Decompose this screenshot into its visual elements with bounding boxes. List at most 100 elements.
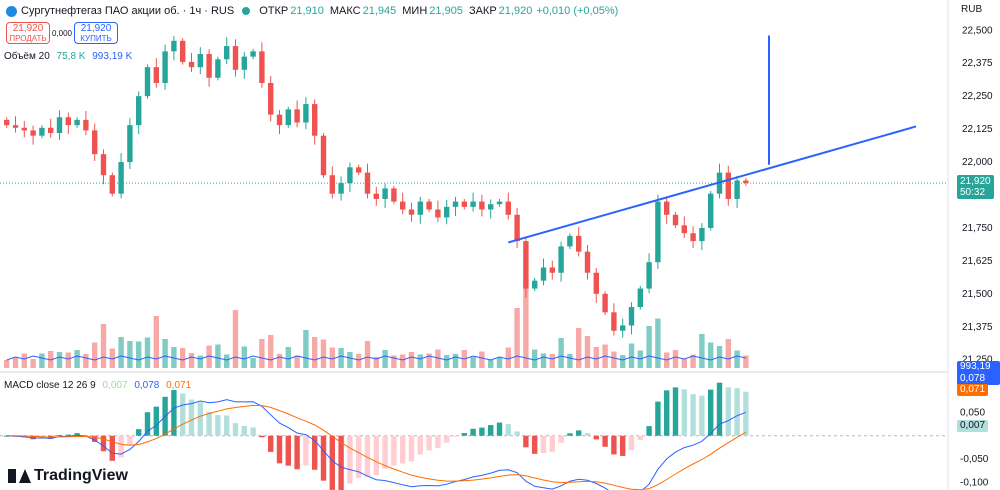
volume-bar [162,339,168,368]
candle-body [523,241,529,289]
volume-bar [100,324,107,368]
price-tick-label: 22,125 [962,124,993,135]
candle-body [241,56,247,70]
macd-legend-macd: 0,078 [134,380,160,391]
spread-value: 0,000 [51,28,73,38]
candle-body [56,117,63,134]
macd-histogram-bar [708,389,714,436]
volume-bar [56,352,63,368]
volume-bar [268,335,274,368]
candle-body [637,288,643,308]
volume-legend[interactable]: Объём 20 75,8 K 993,19 K [4,51,132,62]
macd-histogram-bar [558,435,564,443]
brand-name: TradingView [34,467,128,484]
currency-label[interactable]: RUB [961,4,983,15]
volume-bar [276,354,283,368]
macd-histogram-bar [681,389,687,436]
tradingview-logo[interactable]: TradingView [8,467,128,485]
close-label: ЗАКР [468,5,497,17]
macd-legend[interactable]: MACD close 12 26 9 0,007 0,078 0,071 [4,380,191,391]
price-tick-label: 21,750 [962,223,993,234]
macd-histogram-bar [347,435,353,484]
buy-price: 21,920 [80,23,112,34]
symbol-title[interactable]: Сургутнефтегаз ПАО акции об. · 1ч · RUS [21,5,235,17]
macd-histogram-bar [136,429,142,436]
volume-bar [65,352,71,368]
candle-body [708,193,714,228]
macd-histogram-bar [294,435,300,470]
volume-bar [127,341,133,368]
candle-body [197,53,203,68]
macd-histogram-bar [444,435,450,443]
macd-histogram-bar [470,428,476,436]
macd-histogram-bar [188,399,195,436]
signal-line [6,404,747,490]
macd-histogram-bar [734,388,740,436]
macd-histogram-bar [320,435,327,481]
candle-body [488,204,494,210]
candle-body [532,280,538,289]
candle-body [356,167,362,173]
macd-histogram-bar [628,435,635,451]
volume-bar [576,328,582,368]
candle-body [312,104,318,136]
volume-bar [329,347,335,368]
volume-bar [549,354,555,368]
candle-body [250,51,256,57]
low-label: МИН [402,5,428,17]
high-label: МАКС [329,5,361,17]
candle-body [74,119,80,126]
volume-bar [444,355,450,368]
volume-bar [312,337,318,368]
volume-bar [259,339,265,368]
sell-button[interactable]: 21,920 ПРОДАТЬ [6,22,50,44]
candle-body [496,201,503,205]
candle-body [127,125,133,163]
volume-bar [408,352,415,368]
macd-histogram-bar [338,435,344,490]
volume-bar [4,360,10,368]
candle-body [690,233,696,242]
macd-histogram-bar [329,435,335,490]
candle-body [435,209,441,218]
volume-bar [21,353,27,368]
buy-label: КУПИТЬ [80,34,112,43]
candle-body [725,172,731,199]
macd-histogram-bar [364,435,371,477]
market-open-icon [242,7,251,15]
candle-body [628,307,635,326]
volume-bar [241,346,247,368]
volume-bar [320,339,327,368]
volume-bar [303,330,309,368]
volume-bar [725,339,731,368]
volume-bar [646,326,652,368]
volume-bar [382,350,388,368]
candle-body [12,125,19,128]
volume-bar [215,344,221,368]
volume-bar [347,352,353,368]
macd-histogram-bar [611,435,617,455]
candle-body [426,201,432,210]
macd-histogram-bar [215,415,221,436]
candle-body [144,67,151,97]
open-label: ОТКР [259,5,289,17]
macd-histogram-bar [540,435,547,453]
candle-body [162,51,168,83]
volume-bar [672,350,679,368]
macd-histogram-bar [312,435,318,470]
high-value: 21,945 [362,5,397,17]
macd-histogram-bar [400,435,406,464]
buy-button[interactable]: 21,920 КУПИТЬ [74,22,118,44]
macd-histogram-bar [549,435,555,452]
macd-histogram-bar [153,406,159,436]
macd-badge: 0,078 [957,373,989,385]
candle-body [338,183,344,194]
macd-histogram-bar [373,435,379,476]
volume-bar [567,354,573,368]
macd-histogram-bar [241,425,247,436]
volume-bar [488,360,494,368]
candle-body [180,40,186,62]
volume-bar [655,318,661,368]
candle-body [268,82,274,115]
